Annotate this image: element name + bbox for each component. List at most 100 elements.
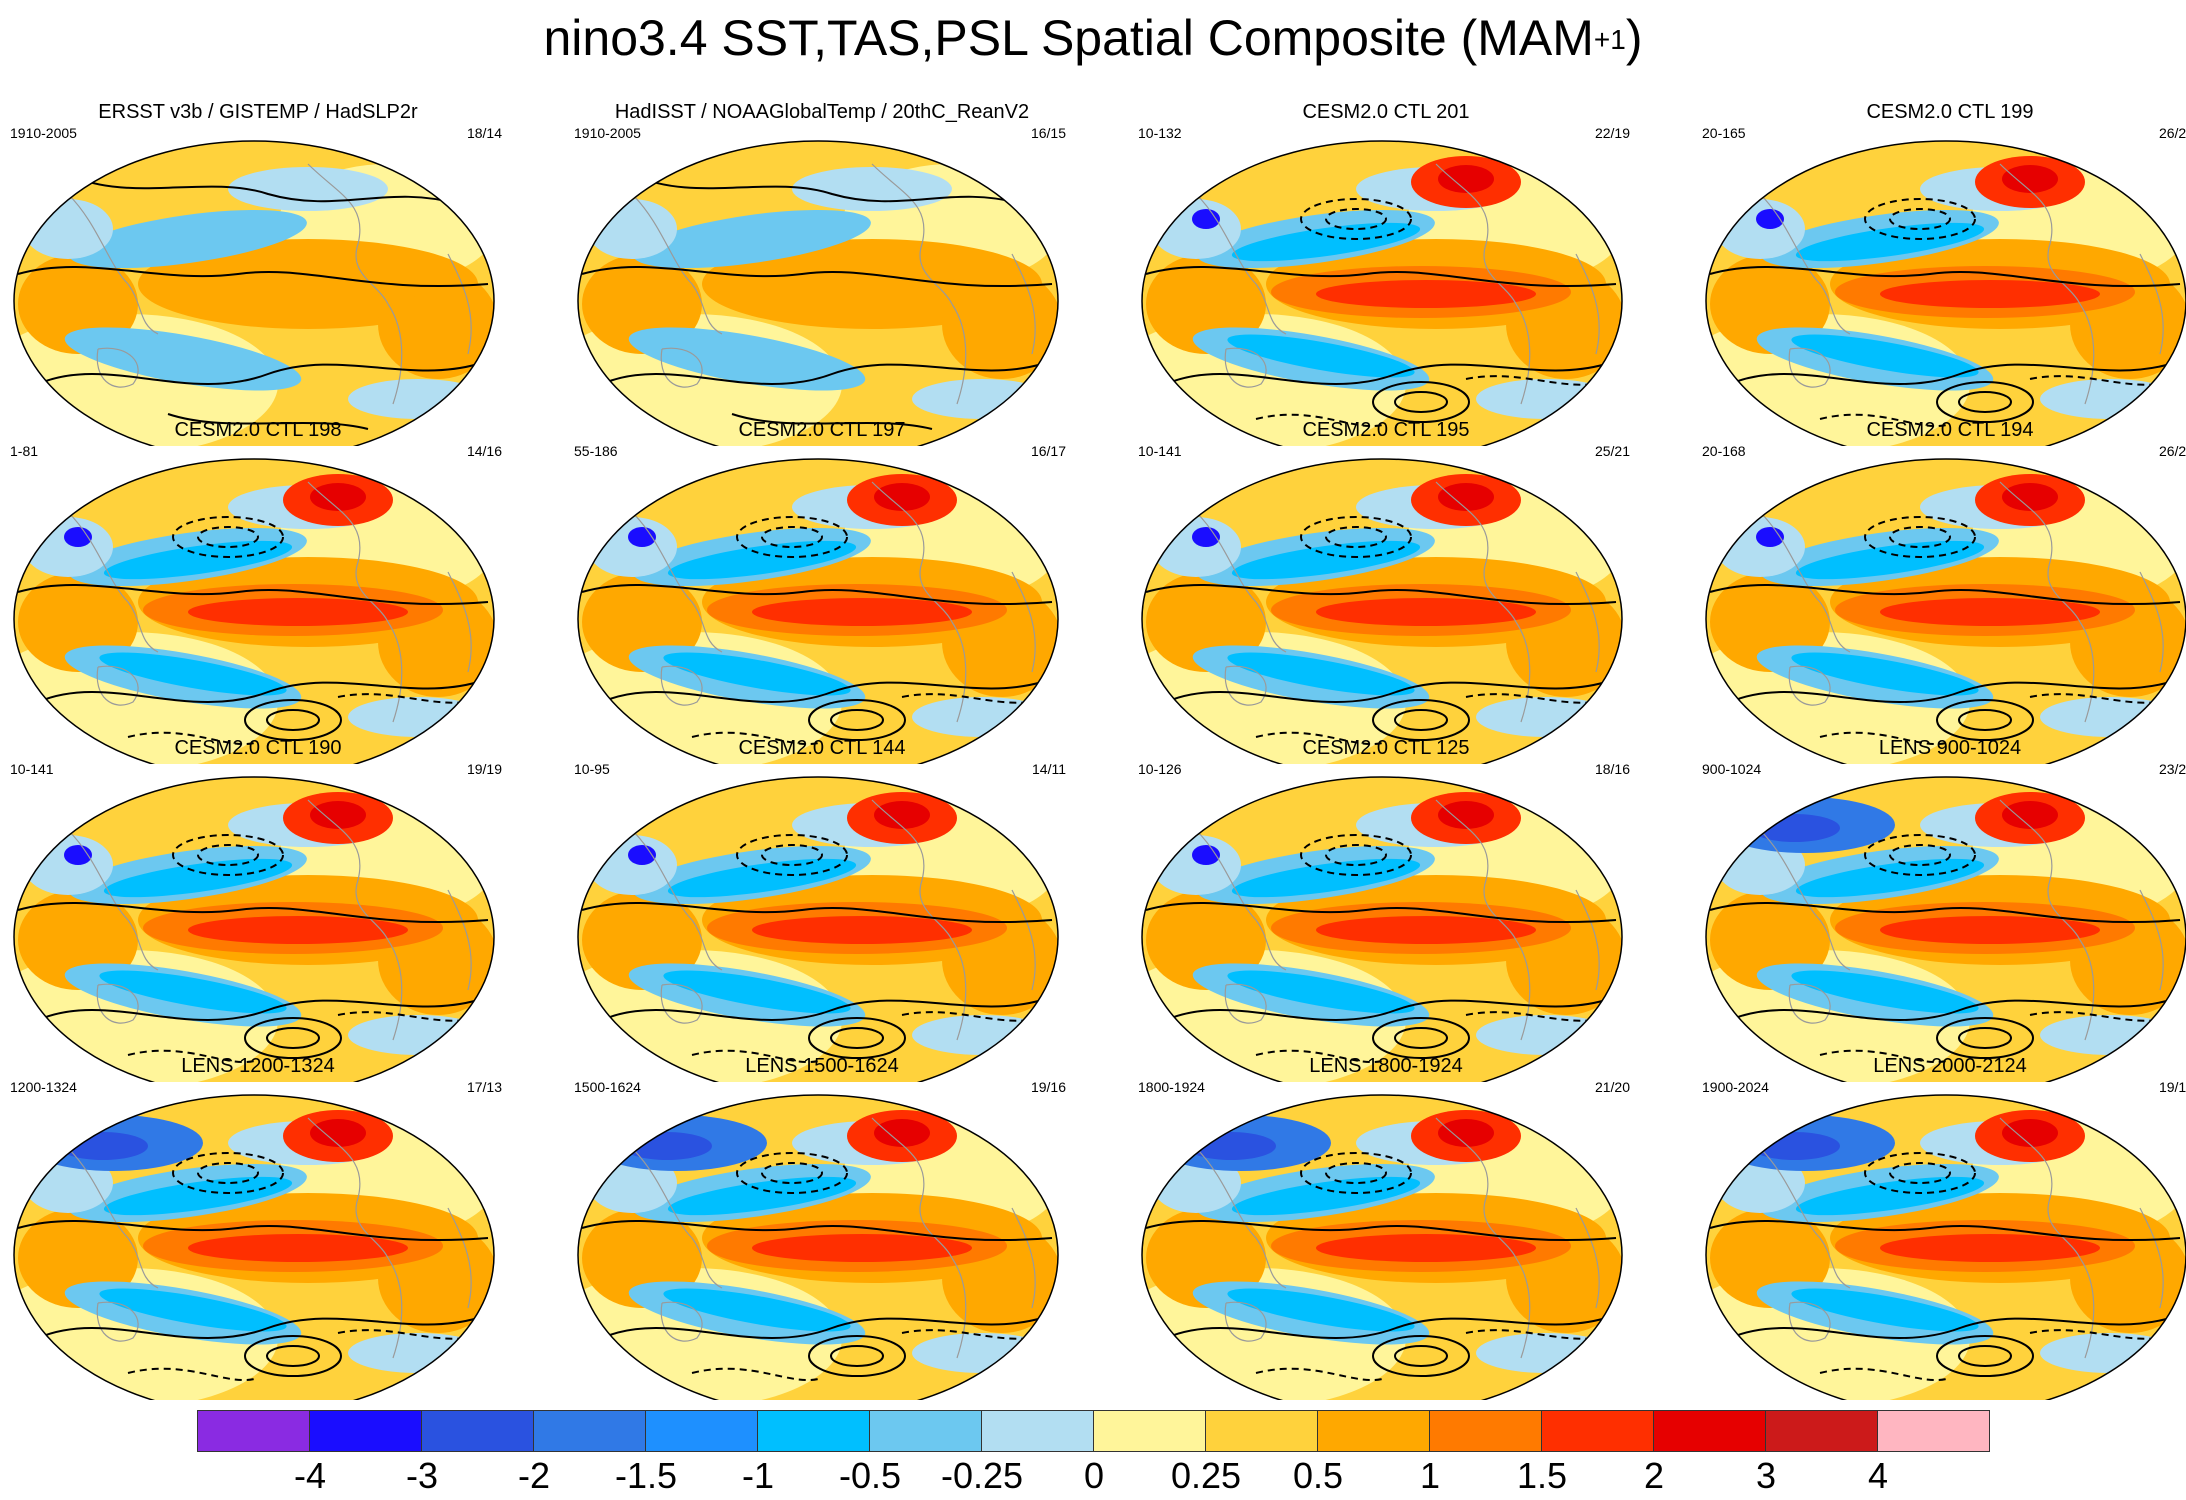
eurasia-cold-core [622, 1132, 712, 1160]
cool-anomaly-core [1791, 652, 1979, 696]
psl-contour-positive [1165, 681, 1607, 703]
cool-anomaly-core [663, 652, 851, 696]
map-panel: LENS 1200-1324 1200-1324 17/13 [8, 1054, 508, 1400]
coastline [2079, 303, 2095, 405]
coastline [1575, 253, 1600, 355]
psl-contour-negative [1864, 516, 1976, 558]
psl-contour-negative [1325, 1162, 1387, 1184]
psl-contour-negative [1300, 834, 1412, 876]
cool-anomaly-region [2040, 697, 2180, 737]
psl-contour-positive [266, 1027, 320, 1049]
psl-contour-negative [691, 1049, 823, 1064]
panel-title: CESM2.0 CTL 198 [174, 419, 342, 441]
psl-contour-positive [581, 901, 1053, 923]
coastline [1575, 1207, 1600, 1309]
coastline [1195, 511, 1287, 653]
psl-contour-positive [17, 1219, 489, 1241]
colorbar-swatch [1653, 1410, 1766, 1452]
globe-map [577, 1094, 1059, 1400]
eurasia-cold-core [1750, 1132, 1840, 1160]
panel-event-count: 19/16 [1030, 1079, 1066, 1095]
psl-contour-positive [244, 1017, 342, 1059]
cool-anomaly-region [64, 327, 302, 391]
psl-contour-negative [2029, 693, 2161, 704]
colorbar-label: 0.5 [1292, 1455, 1344, 1496]
map-panel: HadISST / NOAAGlobalTemp / 20thC_ReanV2 1… [572, 100, 1072, 446]
panel-title: CESM2.0 CTL 190 [174, 737, 342, 759]
north-america-warm-core [2002, 801, 2058, 829]
cool-anomaly-core [1791, 970, 1979, 1014]
enso-warm-core [1880, 916, 2100, 944]
globe-map [13, 140, 495, 446]
cool-anomaly-region [1476, 697, 1616, 737]
cool-anomaly-core [663, 1288, 851, 1332]
globe-outline [577, 776, 1059, 1082]
coastline [307, 1117, 389, 1259]
map-panel: CESM2.0 CTL 198 1-81 14/16 [8, 418, 508, 764]
globe-outline [13, 776, 495, 1082]
psl-contour-negative [901, 1011, 1033, 1022]
globe-outline [13, 458, 495, 764]
coastline [67, 829, 159, 971]
cool-anomaly-core [1227, 652, 1415, 696]
psl-contour-positive [1372, 1335, 1470, 1377]
psl-contour-positive [244, 1335, 342, 1377]
coastline [307, 799, 389, 941]
panel-years: 55-186 [574, 443, 618, 459]
cool-anomaly-region [587, 835, 677, 895]
globe-outline [1141, 776, 1623, 1082]
psl-contour-negative [736, 516, 848, 558]
north-america-warm-core [1438, 483, 1494, 511]
psl-contour-positive [1729, 363, 2171, 385]
coastline [67, 193, 159, 335]
psl-contour-positive [1709, 583, 2181, 605]
psl-contour-positive [1936, 381, 2034, 423]
cool-anomaly-core [103, 540, 293, 580]
psl-contour-negative [1255, 731, 1387, 746]
panel-years: 1910-2005 [574, 125, 641, 141]
colorbar-label: 1 [1419, 1455, 1441, 1496]
panel-title: HadISST / NOAAGlobalTemp / 20thC_ReanV2 [614, 101, 1030, 123]
figure-title: nino3.4 SST,TAS,PSL Spatial Composite (M… [543, 10, 1643, 66]
coastline [1575, 571, 1600, 673]
psl-contour-positive [17, 265, 489, 287]
coastline [67, 511, 159, 653]
panel-years: 10-132 [1138, 125, 1182, 141]
coastline [307, 481, 389, 623]
north-america-warm-core [1438, 1119, 1494, 1147]
psl-contour-negative [1889, 208, 1951, 230]
colorbar-swatch [1541, 1410, 1654, 1452]
cool-anomaly-region [912, 697, 1052, 737]
colorbar-swatch [309, 1410, 422, 1452]
coastline [951, 303, 967, 405]
coastline [1195, 193, 1287, 335]
coastline [96, 347, 139, 388]
panel-years: 1-81 [10, 443, 39, 459]
panel-years: 10-141 [10, 761, 54, 777]
globe-map [577, 776, 1059, 1082]
coastline [2139, 1207, 2164, 1309]
psl-contour-positive [37, 999, 479, 1021]
coastline [1224, 1301, 1267, 1342]
cool-anomaly-region [633, 209, 871, 269]
coastline [96, 665, 139, 706]
psl-contour-positive [808, 699, 906, 741]
psl-contour-positive [1729, 999, 2171, 1021]
psl-contour-positive [1165, 363, 1607, 385]
cool-anomaly-core [1795, 858, 1985, 898]
psl-contour-negative [127, 1367, 259, 1382]
psl-contour-positive [581, 583, 1053, 605]
enso-warm-core [188, 598, 408, 626]
map-panel: CESM2.0 CTL 199 20-165 26/24 [1700, 100, 2186, 446]
cool-anomaly-region [2040, 1333, 2180, 1373]
psl-contour-negative [1889, 526, 1951, 548]
globe-outline [1141, 1094, 1623, 1400]
cool-anomaly-region [23, 199, 113, 259]
coastline [1515, 939, 1531, 1041]
cool-anomaly-core [667, 858, 857, 898]
psl-contour-negative [1465, 693, 1597, 704]
globe-map [1705, 1094, 2186, 1400]
cool-anomaly-region [1715, 199, 1805, 259]
coastline [1788, 665, 1831, 706]
psl-contour-negative [691, 731, 823, 746]
